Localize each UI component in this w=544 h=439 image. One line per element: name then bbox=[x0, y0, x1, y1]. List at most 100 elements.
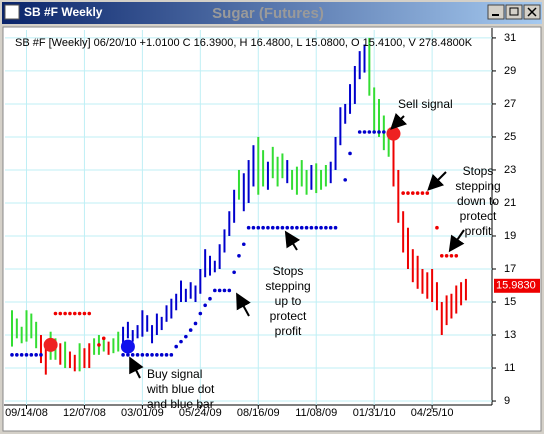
stop-dot bbox=[256, 225, 261, 230]
annotation: stepping bbox=[265, 279, 310, 293]
x-tick-label: 05/24/09 bbox=[179, 407, 222, 419]
stop-dot bbox=[159, 353, 164, 357]
stop-dot bbox=[406, 191, 410, 195]
x-tick-label: 11/08/09 bbox=[295, 407, 337, 419]
signal-dot bbox=[120, 339, 135, 354]
annotation: Stops bbox=[463, 164, 494, 178]
stop-dot bbox=[169, 353, 174, 357]
last-price-box bbox=[494, 278, 540, 293]
stop-dot bbox=[101, 336, 106, 341]
annotation: stepping bbox=[455, 179, 500, 193]
minimize-button[interactable] bbox=[487, 4, 505, 20]
stop-dot bbox=[411, 191, 415, 195]
annotation: protect bbox=[270, 309, 307, 323]
stop-dot bbox=[333, 225, 338, 230]
stop-dot bbox=[401, 191, 405, 195]
y-tick-label: 19 bbox=[504, 230, 516, 242]
window-buttons[interactable] bbox=[487, 4, 541, 20]
stop-dot bbox=[275, 225, 280, 230]
stop-dot bbox=[299, 225, 304, 230]
annotation: Sell signal bbox=[398, 97, 453, 111]
stop-dot bbox=[121, 353, 125, 357]
stop-dot bbox=[82, 311, 87, 316]
stop-dot bbox=[372, 130, 376, 134]
stop-dot bbox=[382, 130, 386, 134]
stop-dot bbox=[454, 253, 459, 258]
stop-dot bbox=[130, 353, 135, 357]
signal-dot bbox=[43, 337, 58, 352]
stop-dot bbox=[290, 225, 294, 230]
last-price-label: 15.9830 bbox=[496, 280, 536, 292]
stop-dot bbox=[420, 191, 425, 195]
y-tick-label: 23 bbox=[504, 164, 516, 176]
stop-dot bbox=[10, 353, 14, 357]
y-tick-label: 31 bbox=[504, 32, 516, 44]
stop-dot bbox=[227, 288, 232, 293]
annotation: protect bbox=[460, 209, 497, 223]
stop-dot bbox=[34, 353, 38, 357]
stop-dot bbox=[251, 225, 256, 230]
maximize-button[interactable] bbox=[505, 4, 523, 20]
stop-dot bbox=[415, 191, 420, 195]
stop-dot bbox=[319, 225, 323, 230]
stop-dot bbox=[232, 270, 236, 275]
stop-dot bbox=[68, 311, 72, 316]
stop-dot bbox=[357, 130, 362, 134]
x-tick-label: 03/01/09 bbox=[121, 407, 164, 419]
stop-dot bbox=[155, 353, 159, 357]
stop-dot bbox=[304, 225, 309, 230]
annotation: profit bbox=[275, 324, 302, 338]
stop-dot bbox=[362, 130, 367, 134]
stop-dot bbox=[280, 225, 285, 230]
stop-dot bbox=[19, 353, 24, 357]
annotation: profit bbox=[465, 224, 492, 238]
chart-title: Sugar (Futures) bbox=[212, 5, 324, 22]
stop-dot bbox=[58, 311, 63, 316]
stop-dot bbox=[126, 353, 130, 357]
stop-dot bbox=[145, 353, 150, 357]
stop-dot bbox=[179, 339, 183, 344]
stop-dot bbox=[377, 130, 381, 134]
stop-dot bbox=[198, 311, 203, 316]
x-tick-label: 12/07/08 bbox=[63, 407, 106, 419]
y-tick-label: 15 bbox=[504, 296, 516, 308]
annotation: up to bbox=[275, 294, 302, 308]
annotation: with blue dot bbox=[146, 382, 215, 396]
stop-dot bbox=[63, 311, 67, 316]
stop-dot bbox=[241, 242, 246, 247]
stop-dot bbox=[324, 225, 328, 230]
stop-dot bbox=[348, 151, 352, 156]
y-tick-label: 9 bbox=[504, 395, 510, 407]
stop-dot bbox=[246, 225, 251, 230]
x-tick-label: 04/25/10 bbox=[411, 407, 454, 419]
stop-dot bbox=[203, 303, 207, 308]
stop-dot bbox=[24, 353, 29, 357]
stop-dot bbox=[15, 353, 19, 357]
stop-dot bbox=[150, 353, 154, 357]
stop-dot bbox=[237, 253, 241, 258]
window-icon bbox=[4, 4, 20, 20]
stop-dot bbox=[222, 288, 227, 293]
stop-dot bbox=[29, 353, 34, 357]
stop-dot bbox=[328, 225, 333, 230]
info-line: SB #F [Weekly] 06/20/10 +1.0100 C 16.390… bbox=[15, 37, 473, 49]
title-bar bbox=[2, 2, 542, 24]
y-tick-label: 13 bbox=[504, 329, 516, 341]
x-tick-label: 08/16/09 bbox=[237, 407, 280, 419]
stop-dot bbox=[425, 191, 430, 195]
stop-dot bbox=[184, 334, 188, 339]
x-tick-label: 01/31/10 bbox=[353, 407, 396, 419]
stop-dot bbox=[140, 353, 145, 357]
stop-dot bbox=[343, 178, 347, 182]
stop-dot bbox=[435, 225, 439, 230]
annotation: Stops bbox=[273, 264, 304, 278]
stop-dot bbox=[217, 288, 222, 293]
y-tick-label: 29 bbox=[504, 65, 516, 77]
stop-dot bbox=[261, 225, 265, 230]
stop-dot bbox=[77, 311, 82, 316]
stop-dot bbox=[72, 311, 77, 316]
window-title: SB #F Weekly bbox=[24, 5, 103, 19]
stop-dot bbox=[193, 321, 198, 326]
stop-dot bbox=[135, 353, 140, 357]
